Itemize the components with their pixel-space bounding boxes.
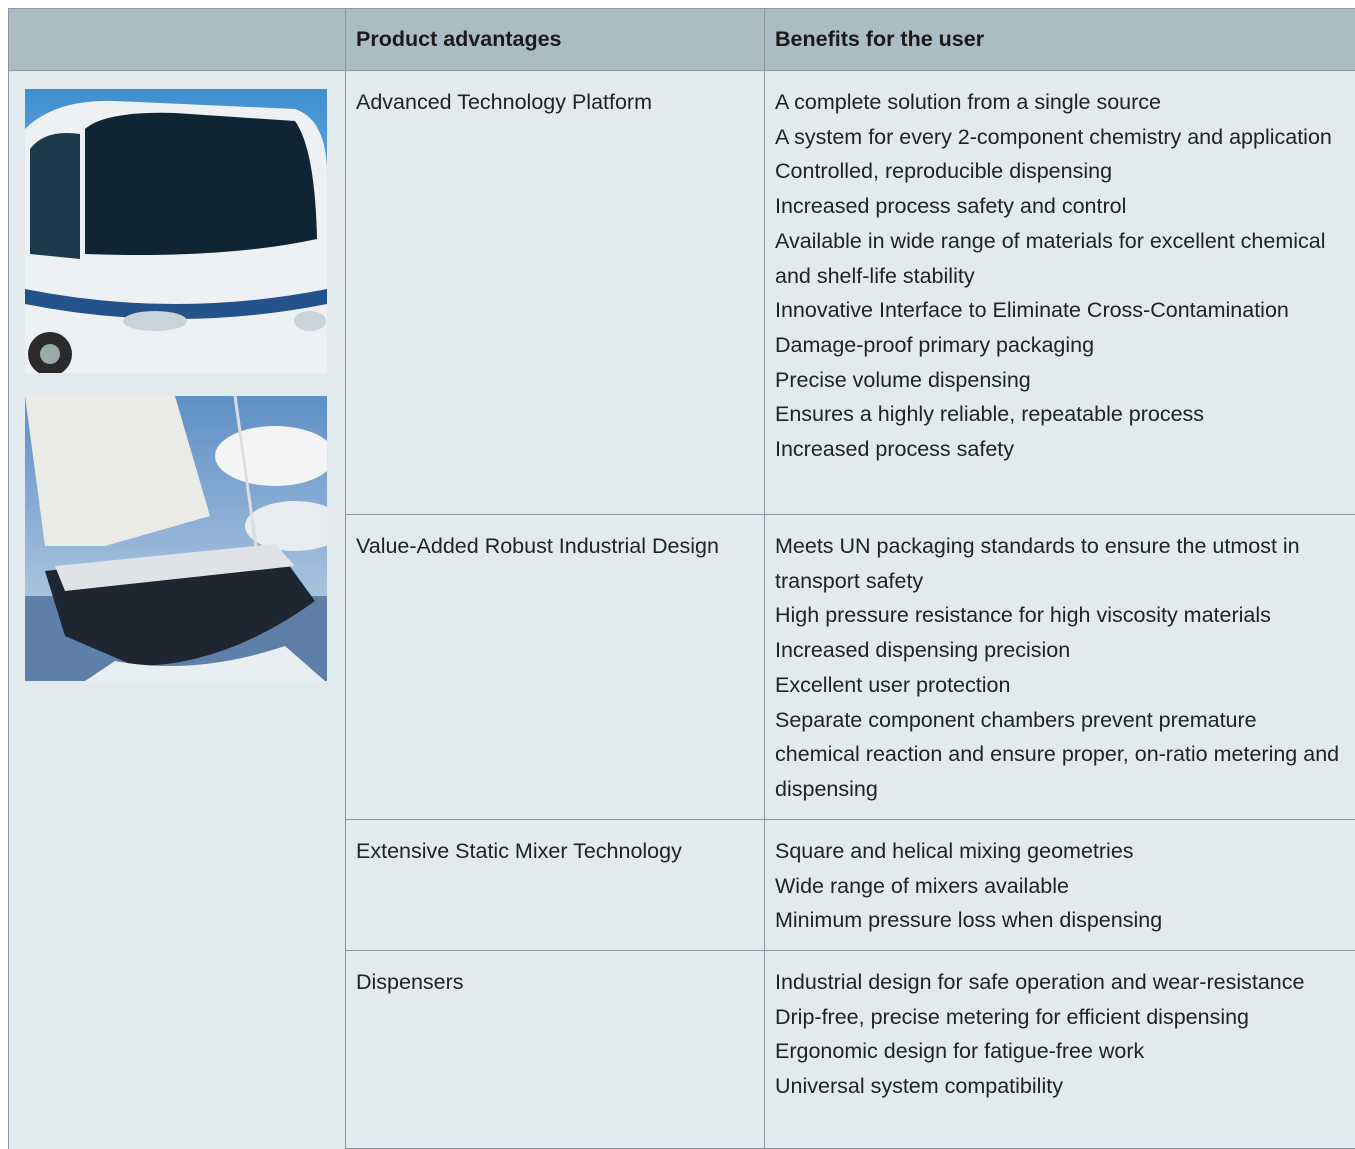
bus-image bbox=[25, 89, 327, 373]
benefits-cell: Industrial design for safe operation and… bbox=[765, 951, 1355, 1149]
advantage-cell: Dispensers bbox=[346, 951, 765, 1149]
advantage-cell: Extensive Static Mixer Technology bbox=[346, 820, 765, 951]
benefit-item: Ergonomic design for fatigue-free work bbox=[775, 1034, 1345, 1069]
benefit-item: Ensures a highly reliable, repeatable pr… bbox=[775, 397, 1345, 432]
benefit-item: Damage-proof primary packaging bbox=[775, 328, 1345, 363]
benefit-item: Increased process safety bbox=[775, 432, 1345, 467]
benefit-item: Wide range of mixers available bbox=[775, 869, 1345, 904]
boat-image bbox=[25, 396, 327, 681]
advantage-cell: Value-Added Robust Industrial Design bbox=[346, 515, 765, 820]
benefit-item: Increased process safety and control bbox=[775, 189, 1345, 224]
header-empty bbox=[9, 9, 346, 71]
benefit-item: Separate component chambers prevent prem… bbox=[775, 703, 1345, 807]
benefit-item: Increased dispensing precision bbox=[775, 633, 1345, 668]
benefit-item: Controlled, reproducible dispensing bbox=[775, 154, 1345, 189]
benefit-item: High pressure resistance for high viscos… bbox=[775, 598, 1345, 633]
header-row: Product advantages Benefits for the user bbox=[9, 9, 1355, 71]
benefit-item: Available in wide range of materials for… bbox=[775, 224, 1345, 293]
header-cell: Benefits for the user bbox=[765, 9, 1355, 71]
benefit-item: Meets UN packaging standards to ensure t… bbox=[775, 529, 1345, 598]
header-cell: Product advantages bbox=[346, 9, 765, 71]
benefit-item: A system for every 2-component chemistry… bbox=[775, 120, 1345, 155]
benefit-item: Industrial design for safe operation and… bbox=[775, 965, 1345, 1000]
benefit-item: Universal system compatibility bbox=[775, 1069, 1345, 1104]
benefit-item: Excellent user protection bbox=[775, 668, 1345, 703]
benefit-item: Drip-free, precise metering for efficien… bbox=[775, 1000, 1345, 1035]
benefit-item: Minimum pressure loss when dispensing bbox=[775, 903, 1345, 938]
benefits-cell: A complete solution from a single source… bbox=[765, 71, 1355, 515]
benefits-cell: Meets UN packaging standards to ensure t… bbox=[765, 515, 1355, 820]
benefit-item: Precise volume dispensing bbox=[775, 363, 1345, 398]
advantage-cell: Advanced Technology Platform bbox=[346, 71, 765, 515]
benefit-item: Innovative Interface to Eliminate Cross-… bbox=[775, 293, 1345, 328]
benefit-item: A complete solution from a single source bbox=[775, 85, 1345, 120]
benefit-item: Square and helical mixing geometries bbox=[775, 834, 1345, 869]
